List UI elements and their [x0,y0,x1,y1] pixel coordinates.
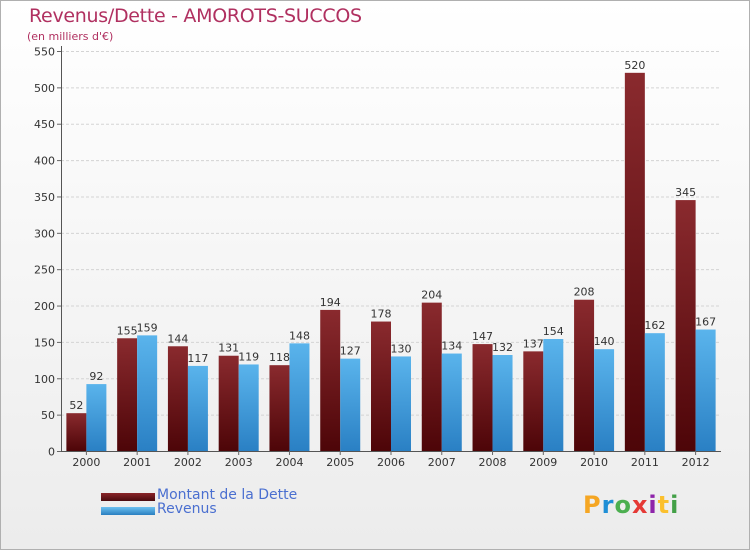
chart-title: Revenus/Dette - AMOROTS-SUCCOS [29,5,362,27]
value-label-revenue-2005: 127 [340,345,361,358]
y-tick-label: 250 [34,264,55,277]
bar-debt-2002 [167,346,188,451]
logo-letter: t [657,491,671,519]
bar-debt-2008 [472,344,493,451]
bar-revenue-2012 [695,329,716,451]
legend-swatch-revenue [101,507,155,515]
x-tick-label-2009: 2009 [529,456,557,469]
bar-debt-2009 [523,351,544,451]
value-label-debt-2001: 155 [117,324,138,337]
y-tick-label: 300 [34,227,55,240]
legend-swatch-debt [101,493,155,501]
x-tick-label-2000: 2000 [72,456,100,469]
value-label-debt-2004: 118 [269,351,290,364]
bar-debt-2006 [371,321,391,451]
value-label-debt-2010: 208 [574,286,595,299]
bar-revenue-2004 [289,343,310,451]
value-label-revenue-2002: 117 [187,352,208,365]
y-tick-label: 350 [34,191,55,204]
bar-debt-2004 [269,365,290,451]
x-tick-label-2004: 2004 [275,456,303,469]
value-label-revenue-2000: 92 [89,370,103,383]
bar-debt-2005 [320,309,341,451]
bar-debt-2001 [117,338,138,451]
value-label-debt-2011: 520 [624,59,645,72]
y-tick-label: 50 [41,409,55,422]
logo-letter: x [631,491,649,519]
x-tick-label-2012: 2012 [682,456,710,469]
bar-revenue-2009 [543,339,564,451]
value-label-revenue-2006: 130 [391,342,412,355]
bar-debt-2012 [675,200,696,451]
bar-revenue-2002 [187,365,208,451]
bar-revenue-2003 [238,364,259,451]
value-label-revenue-2004: 148 [289,329,310,342]
value-label-revenue-2010: 140 [594,335,615,348]
logo-letter: r [601,491,615,519]
logo-letter: o [614,491,632,519]
value-label-debt-2002: 144 [167,332,188,345]
bar-debt-2011 [624,72,645,452]
x-tick-label-2011: 2011 [631,456,659,469]
value-label-debt-2003: 131 [218,342,239,355]
value-label-debt-2012: 345 [675,186,696,199]
value-label-debt-2007: 204 [421,289,442,302]
value-label-debt-2008: 147 [472,330,493,343]
value-label-revenue-2012: 167 [695,316,716,329]
x-tick-label-2007: 2007 [428,456,456,469]
bar-debt-2010 [574,299,595,451]
y-tick-label: 550 [34,46,55,59]
value-label-revenue-2001: 159 [137,321,158,334]
logo-letter: i [670,491,680,519]
proxiti-logo: Proxiti [583,491,679,519]
y-tick-label: 200 [34,300,55,313]
bar-debt-2000 [66,413,87,451]
y-tick-label: 400 [34,155,55,168]
x-tick-label-2008: 2008 [479,456,507,469]
x-tick-label-2010: 2010 [580,456,608,469]
bar-revenue-2000 [86,384,107,451]
chart-subtitle: (en milliers d'€) [27,30,114,43]
value-label-debt-2009: 137 [523,337,544,350]
x-tick-label-2001: 2001 [123,456,151,469]
value-label-debt-2006: 178 [371,308,392,321]
value-label-revenue-2008: 132 [492,341,513,354]
value-label-debt-2005: 194 [320,296,341,309]
bar-revenue-2011 [644,333,665,451]
bar-revenue-2006 [391,356,411,451]
logo-letter: P [583,491,602,519]
value-label-revenue-2011: 162 [644,319,665,332]
bar-revenue-2010 [594,349,615,451]
y-tick-label: 500 [34,82,55,95]
legend-label-debt: Montant de la Dette [157,487,298,503]
x-tick-label-2005: 2005 [326,456,354,469]
bar-debt-2007 [421,302,442,451]
y-tick-label: 150 [34,336,55,349]
x-tick-label-2002: 2002 [174,456,202,469]
value-label-revenue-2007: 134 [441,340,462,353]
x-tick-label-2003: 2003 [225,456,253,469]
bar-debt-2003 [218,355,239,451]
value-label-revenue-2003: 119 [238,350,259,363]
bar-revenue-2008 [492,355,513,451]
bar-revenue-2005 [340,358,361,451]
bar-revenue-2007 [441,353,462,451]
x-tick-label-2006: 2006 [377,456,405,469]
value-label-debt-2000: 52 [69,399,83,412]
logo-letter: i [648,491,658,519]
y-tick-label: 100 [34,373,55,386]
y-tick-label: 0 [48,446,55,459]
legend-label-revenue: Revenus [157,501,217,517]
bar-revenue-2001 [137,335,158,451]
value-label-revenue-2009: 154 [543,325,564,338]
y-tick-label: 450 [34,118,55,131]
